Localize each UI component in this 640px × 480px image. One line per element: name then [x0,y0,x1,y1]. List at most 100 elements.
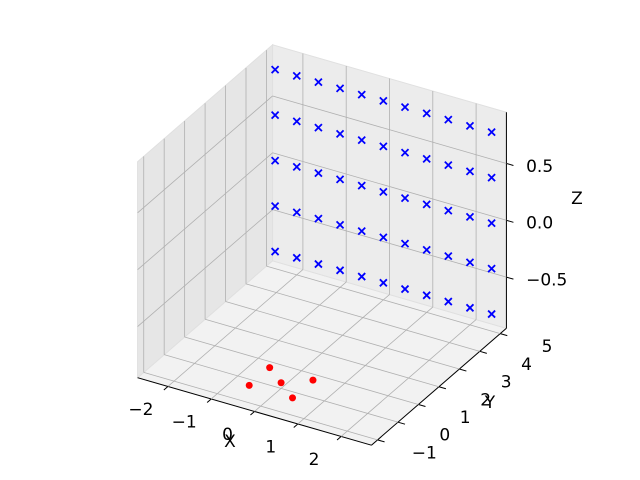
point [379,233,388,242]
point [292,208,301,217]
point [379,142,388,151]
grid-line [143,372,378,441]
z-tick-label: 0.5 [526,157,553,177]
grid-line [225,301,460,370]
point [335,84,345,93]
x-tick-label: 2 [309,450,320,470]
point [444,206,453,215]
grid-line [137,152,273,271]
grid-line [164,354,399,423]
point [314,168,323,178]
point [270,110,280,120]
x-tick [250,411,255,416]
x-tick [293,423,299,428]
x-tick [206,398,212,403]
y-tick-label: 2 [480,390,491,410]
y-tick [377,439,385,443]
point [314,123,323,132]
point [357,181,366,190]
x-axis-label: X [224,432,236,452]
point [444,251,453,261]
y-tick [459,368,467,372]
point [245,381,253,389]
point [487,264,496,273]
z-tick [506,276,514,280]
point [292,117,301,126]
y-tick [479,350,487,354]
point [400,103,410,112]
y-axis-label: Y [484,393,496,413]
point [270,247,280,256]
point [357,226,366,236]
point [422,154,431,164]
point [465,167,475,176]
point [444,160,453,170]
point [335,266,345,275]
point [314,78,323,87]
x-tick-label: 0 [222,425,233,445]
grid-line [266,265,501,334]
point [465,303,475,312]
point [465,212,475,221]
point [465,258,475,267]
point [422,200,431,209]
point [357,272,366,281]
point [292,162,301,171]
point [309,376,317,384]
point [357,90,366,99]
y-tick-label: 5 [542,337,553,357]
point [444,297,453,306]
z-tick-label: −0.5 [526,271,567,291]
point [422,245,431,254]
z-axis-label: Z [571,189,583,209]
point [277,379,285,387]
grid-line [245,283,480,352]
y-tick-label: 0 [439,426,450,446]
grid-line [204,318,440,388]
point [379,187,388,196]
point [465,121,475,131]
point [270,65,280,74]
z-tick-label: 0.0 [526,214,553,234]
x-tick-label: −2 [128,400,153,420]
point [292,253,301,262]
grid-line [272,152,507,221]
point [270,201,280,211]
point [335,129,345,139]
point [400,239,410,248]
x-tick-label: 1 [265,437,276,457]
y-tick [438,386,447,390]
point [444,115,453,124]
point [266,364,274,372]
point [314,259,323,269]
point [335,175,345,184]
x-tick [336,436,342,441]
y-tick [397,421,406,425]
point [422,291,431,300]
point [270,156,280,165]
point [400,148,410,157]
point [487,128,496,137]
point [487,173,496,182]
x-tick-label: −1 [172,412,197,432]
y-tick-label: 3 [501,373,512,393]
y-tick-label: −1 [412,443,437,463]
point [314,214,323,223]
point [400,284,410,294]
point [379,96,388,106]
point [335,220,345,229]
y-tick-label: 4 [521,355,532,375]
z-tick [506,162,514,166]
y-tick [418,403,426,407]
point [400,193,410,203]
grid-line [137,95,273,214]
point [379,278,388,287]
point [487,309,496,319]
point [422,109,431,118]
z-tick [506,219,514,223]
grid-line [272,95,507,164]
grid-line [184,336,419,405]
y-tick [500,333,508,337]
point [357,135,366,145]
